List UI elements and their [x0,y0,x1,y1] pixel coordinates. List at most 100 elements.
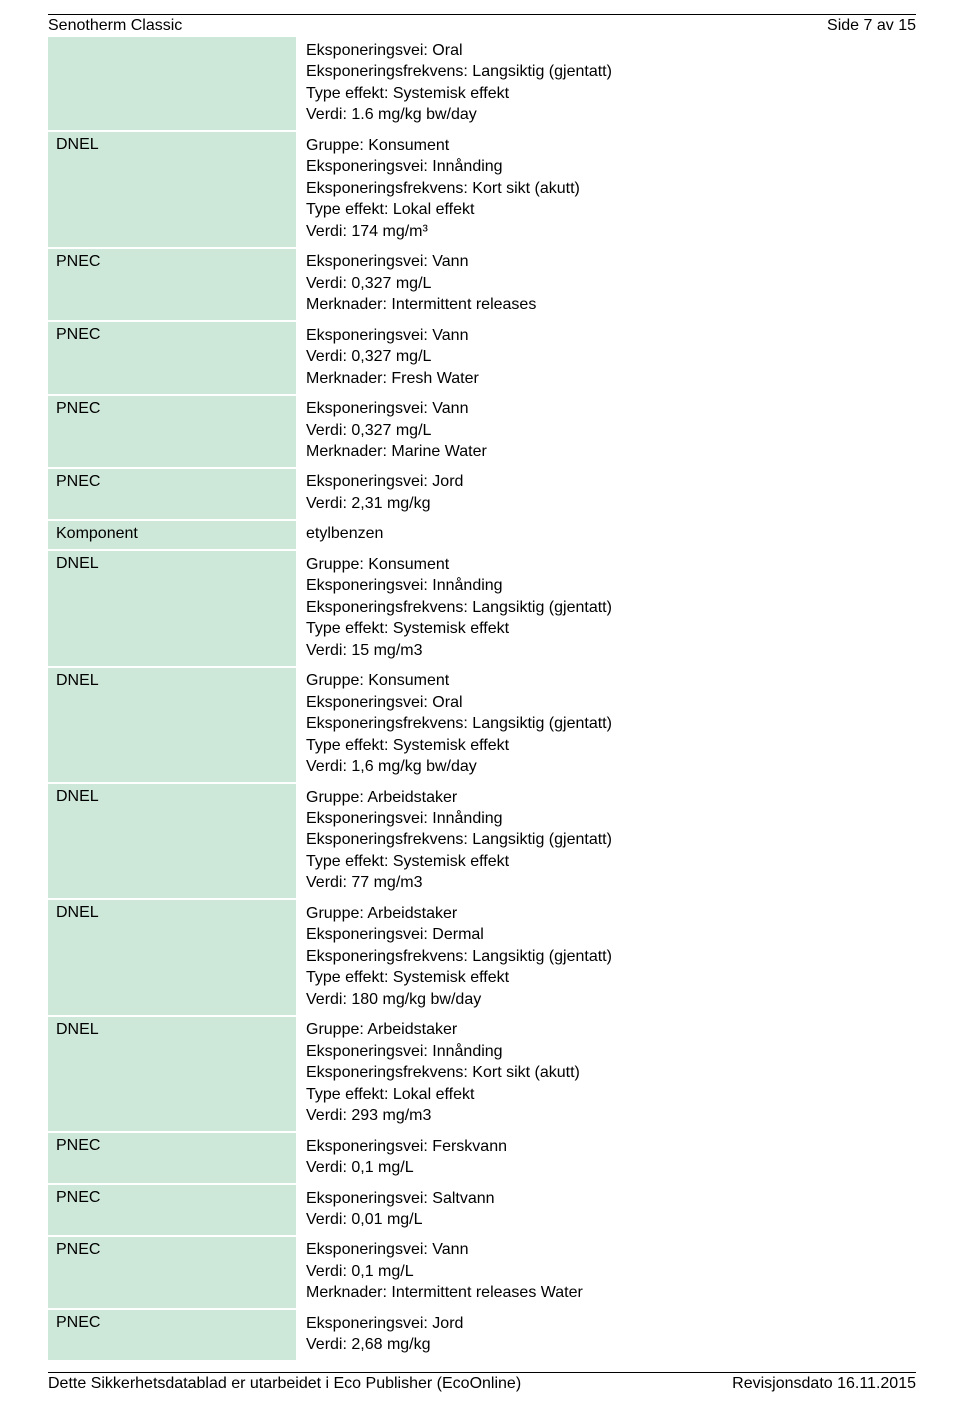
table-row: PNECEksponeringsvei: JordVerdi: 2,31 mg/… [48,468,916,520]
value-line: Verdi: 0,1 mg/L [306,1158,908,1178]
value-line: Gruppe: Konsument [306,671,908,691]
table-row: PNECEksponeringsvei: VannVerdi: 0,327 mg… [48,395,916,468]
value-line: Type effekt: Systemisk effekt [306,84,908,104]
value-line: Eksponeringsvei: Vann [306,1240,908,1260]
page-footer: Dette Sikkerhetsdatablad er utarbeidet i… [48,1372,916,1393]
value-line: Type effekt: Systemisk effekt [306,852,908,872]
value-line: Eksponeringsvei: Ferskvann [306,1137,908,1157]
row-value: Eksponeringsvei: VannVerdi: 0,327 mg/LMe… [296,395,916,468]
row-label: DNEL [48,783,296,899]
table-row: PNECEksponeringsvei: SaltvannVerdi: 0,01… [48,1184,916,1236]
value-line: Verdi: 0,327 mg/L [306,421,908,441]
value-line: etylbenzen [306,524,908,544]
value-line: Merknader: Fresh Water [306,369,908,389]
value-line: Verdi: 15 mg/m3 [306,641,908,661]
value-line: Eksponeringsvei: Innånding [306,157,908,177]
value-line: Eksponeringsvei: Jord [306,472,908,492]
row-value: Eksponeringsvei: JordVerdi: 2,68 mg/kg [296,1309,916,1361]
row-label: PNEC [48,1184,296,1236]
table-row: DNELGruppe: ArbeidstakerEksponeringsvei:… [48,899,916,1015]
value-line: Verdi: 0,327 mg/L [306,347,908,367]
value-line: Eksponeringsvei: Innånding [306,809,908,829]
row-label: Komponent [48,520,296,550]
value-line: Verdi: 293 mg/m3 [306,1106,908,1126]
row-label [48,37,296,131]
value-line: Merknader: Marine Water [306,442,908,462]
row-label: PNEC [48,1309,296,1361]
value-line: Type effekt: Systemisk effekt [306,736,908,756]
value-line: Type effekt: Lokal effekt [306,1085,908,1105]
value-line: Eksponeringsvei: Dermal [306,925,908,945]
row-value: Gruppe: KonsumentEksponeringsvei: Innånd… [296,131,916,247]
value-line: Eksponeringsfrekvens: Langsiktig (gjenta… [306,714,908,734]
table-row: PNECEksponeringsvei: VannVerdi: 0,327 mg… [48,321,916,394]
value-line: Verdi: 2,31 mg/kg [306,494,908,514]
table-row: PNECEksponeringsvei: JordVerdi: 2,68 mg/… [48,1309,916,1361]
row-value: Gruppe: ArbeidstakerEksponeringsvei: Der… [296,899,916,1015]
row-value: Eksponeringsvei: OralEksponeringsfrekven… [296,37,916,131]
value-line: Verdi: 1,6 mg/kg bw/day [306,757,908,777]
table-row: PNECEksponeringsvei: VannVerdi: 0,327 mg… [48,248,916,321]
row-label: DNEL [48,550,296,666]
row-label: DNEL [48,131,296,247]
value-line: Eksponeringsfrekvens: Langsiktig (gjenta… [306,947,908,967]
table-row: PNECEksponeringsvei: VannVerdi: 0,1 mg/L… [48,1236,916,1309]
row-value: Gruppe: ArbeidstakerEksponeringsvei: Inn… [296,1016,916,1132]
value-line: Eksponeringsfrekvens: Langsiktig (gjenta… [306,598,908,618]
value-line: Eksponeringsvei: Innånding [306,576,908,596]
table-row: PNECEksponeringsvei: FerskvannVerdi: 0,1… [48,1132,916,1184]
table-row: DNELGruppe: KonsumentEksponeringsvei: In… [48,131,916,247]
value-line: Eksponeringsfrekvens: Kort sikt (akutt) [306,1063,908,1083]
row-label: DNEL [48,1016,296,1132]
value-line: Eksponeringsfrekvens: Langsiktig (gjenta… [306,62,908,82]
value-line: Type effekt: Systemisk effekt [306,968,908,988]
row-label: DNEL [48,667,296,783]
table-row: DNELGruppe: ArbeidstakerEksponeringsvei:… [48,1016,916,1132]
row-label: DNEL [48,899,296,1015]
row-label: PNEC [48,395,296,468]
data-table: Eksponeringsvei: OralEksponeringsfrekven… [48,37,916,1362]
value-line: Verdi: 2,68 mg/kg [306,1335,908,1355]
value-line: Eksponeringsvei: Vann [306,252,908,272]
table-row: DNELGruppe: ArbeidstakerEksponeringsvei:… [48,783,916,899]
value-line: Verdi: 1.6 mg/kg bw/day [306,105,908,125]
value-line: Eksponeringsvei: Saltvann [306,1189,908,1209]
value-line: Gruppe: Arbeidstaker [306,904,908,924]
value-line: Type effekt: Systemisk effekt [306,619,908,639]
value-line: Type effekt: Lokal effekt [306,200,908,220]
footer-right: Revisjonsdato 16.11.2015 [732,1375,916,1393]
value-line: Eksponeringsvei: Jord [306,1314,908,1334]
value-line: Verdi: 0,1 mg/L [306,1262,908,1282]
row-value: Gruppe: KonsumentEksponeringsvei: Innånd… [296,550,916,666]
value-line: Verdi: 174 mg/m³ [306,222,908,242]
table-row: DNELGruppe: KonsumentEksponeringsvei: Or… [48,667,916,783]
row-value: Gruppe: ArbeidstakerEksponeringsvei: Inn… [296,783,916,899]
row-label: PNEC [48,248,296,321]
value-line: Eksponeringsvei: Innånding [306,1042,908,1062]
row-value: Eksponeringsvei: VannVerdi: 0,1 mg/LMerk… [296,1236,916,1309]
value-line: Verdi: 77 mg/m3 [306,873,908,893]
row-value: Eksponeringsvei: VannVerdi: 0,327 mg/LMe… [296,321,916,394]
value-line: Eksponeringsfrekvens: Langsiktig (gjenta… [306,830,908,850]
table-row: Eksponeringsvei: OralEksponeringsfrekven… [48,37,916,131]
value-line: Eksponeringsfrekvens: Kort sikt (akutt) [306,179,908,199]
row-value: Gruppe: KonsumentEksponeringsvei: OralEk… [296,667,916,783]
value-line: Gruppe: Konsument [306,136,908,156]
value-line: Verdi: 0,01 mg/L [306,1210,908,1230]
value-line: Gruppe: Arbeidstaker [306,788,908,808]
document-title: Senotherm Classic [48,17,182,35]
value-line: Verdi: 0,327 mg/L [306,274,908,294]
value-line: Eksponeringsvei: Oral [306,41,908,61]
value-line: Gruppe: Arbeidstaker [306,1020,908,1040]
value-line: Eksponeringsvei: Vann [306,326,908,346]
row-value: etylbenzen [296,520,916,550]
value-line: Eksponeringsvei: Vann [306,399,908,419]
value-line: Merknader: Intermittent releases [306,295,908,315]
value-line: Verdi: 180 mg/kg bw/day [306,990,908,1010]
footer-left: Dette Sikkerhetsdatablad er utarbeidet i… [48,1375,521,1393]
row-value: Eksponeringsvei: VannVerdi: 0,327 mg/LMe… [296,248,916,321]
page-number: Side 7 av 15 [827,17,916,35]
row-value: Eksponeringsvei: SaltvannVerdi: 0,01 mg/… [296,1184,916,1236]
value-line: Gruppe: Konsument [306,555,908,575]
value-line: Eksponeringsvei: Oral [306,693,908,713]
